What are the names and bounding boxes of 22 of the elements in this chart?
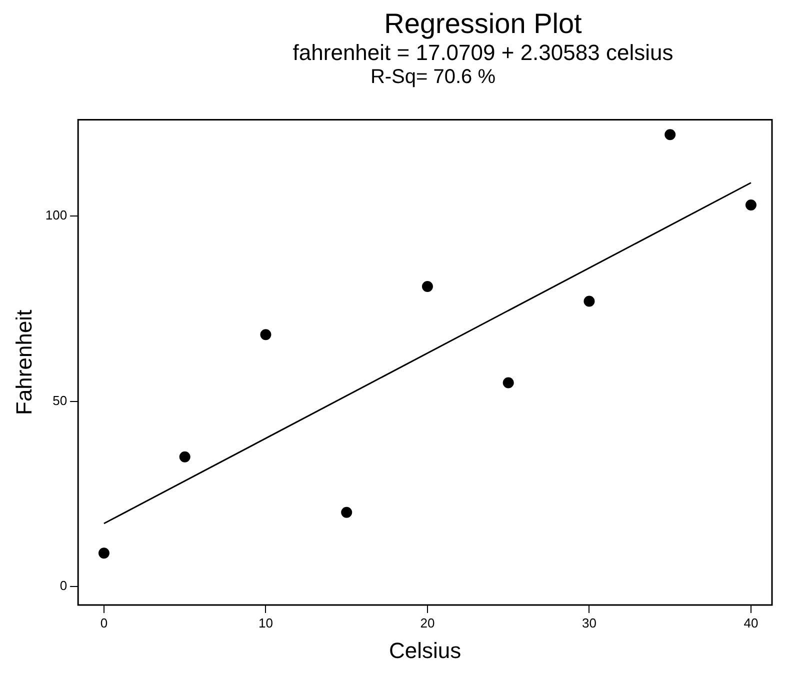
point (98, 548, 110, 559)
x-tick-label: 40 (744, 615, 758, 630)
point (584, 296, 595, 307)
y-tick-label: 100 (45, 208, 68, 223)
text: R-Sq= 70.6 % (369, 66, 497, 89)
x-tick-label: 0 (100, 615, 108, 630)
x-axis-title: Celsius (388, 638, 462, 663)
chart-subtitle: fahrenheit = 17.0709 + 2.30583 celsius (292, 40, 674, 66)
point (664, 129, 676, 140)
x-tick-label: 10 (258, 615, 273, 630)
point (179, 451, 190, 462)
x-tick-label: 30 (582, 615, 596, 630)
y-axis-title: Fahrenheit (11, 310, 36, 415)
point (502, 377, 514, 388)
chart-title: Regression Plot (383, 8, 583, 40)
y-tick-label: 0 (60, 578, 68, 594)
y-tick-label: 50 (52, 392, 68, 408)
point (260, 329, 272, 340)
point (745, 199, 756, 210)
point (422, 280, 433, 292)
x-tick-label: 20 (420, 615, 435, 630)
point (341, 506, 352, 518)
